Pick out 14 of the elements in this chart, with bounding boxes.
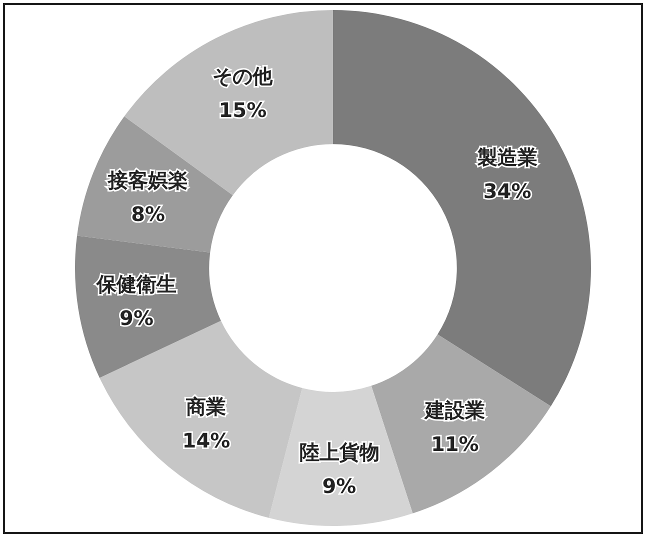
slice-label: 陸上貨物 (299, 440, 380, 464)
data-label: 15% (218, 98, 267, 122)
slice-label: 商業 (185, 394, 226, 418)
slice-label: 接客娯楽 (107, 168, 188, 192)
data-label: 14% (182, 428, 230, 452)
data-label: 8% (131, 202, 166, 226)
data-label: 34% (483, 179, 532, 204)
data-label: 9% (322, 474, 356, 498)
slice-label: 保健衛生 (96, 272, 177, 296)
slice-label: その他 (212, 64, 274, 88)
data-label: 9% (120, 306, 154, 330)
slice-label: 製造業 (476, 145, 538, 170)
data-label: 11% (430, 432, 479, 456)
slice-label: 建設業 (422, 398, 485, 422)
